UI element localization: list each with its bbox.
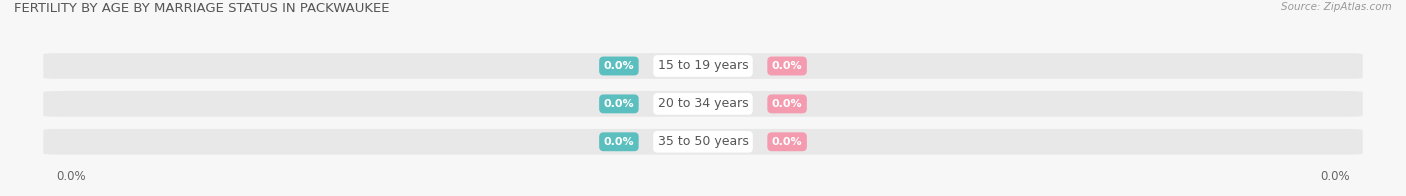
Text: 0.0%: 0.0% <box>772 137 803 147</box>
Text: 0.0%: 0.0% <box>603 99 634 109</box>
FancyBboxPatch shape <box>44 53 1362 79</box>
Text: 0.0%: 0.0% <box>772 99 803 109</box>
Text: 0.0%: 0.0% <box>603 61 634 71</box>
Text: 35 to 50 years: 35 to 50 years <box>658 135 748 148</box>
Text: Source: ZipAtlas.com: Source: ZipAtlas.com <box>1281 2 1392 12</box>
Text: FERTILITY BY AGE BY MARRIAGE STATUS IN PACKWAUKEE: FERTILITY BY AGE BY MARRIAGE STATUS IN P… <box>14 2 389 15</box>
Text: 15 to 19 years: 15 to 19 years <box>658 60 748 73</box>
Text: 0.0%: 0.0% <box>772 61 803 71</box>
Text: 0.0%: 0.0% <box>603 137 634 147</box>
Text: 0.0%: 0.0% <box>56 170 86 183</box>
FancyBboxPatch shape <box>44 91 1362 117</box>
Text: 0.0%: 0.0% <box>1320 170 1350 183</box>
Text: 20 to 34 years: 20 to 34 years <box>658 97 748 110</box>
FancyBboxPatch shape <box>44 129 1362 155</box>
